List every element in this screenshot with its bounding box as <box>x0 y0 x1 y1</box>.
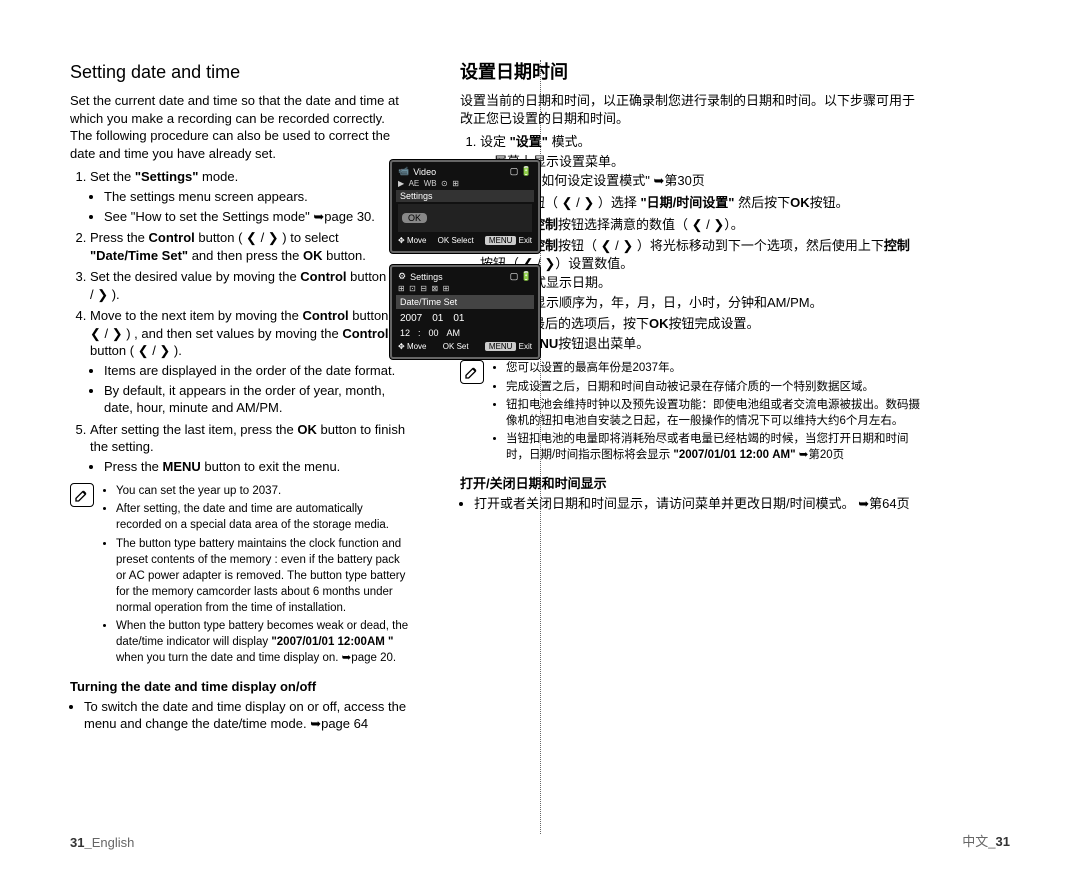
step4: Move to the next item by moving the Cont… <box>90 307 410 416</box>
steps-cn: 设定 "设置" 模式。 屏幕上显示设置菜单。 请参见 "如何设定设置模式" ➥第… <box>480 133 920 352</box>
cn-step2: 按控制按钮（ ❮ / ❯ ）选择 "日期/时间设置" 然后按下OK按钮。 <box>480 194 920 212</box>
step2: Press the Control button ( ❮ / ❯ ) to se… <box>90 229 410 264</box>
cn-step5: 在设定好最后的选项后，按下OK按钮完成设置。 按下MENU按钮退出菜单。 <box>480 315 920 352</box>
step1-sub1: The settings menu screen appears. <box>104 188 410 206</box>
note-box-cn: 您可以设置的最高年份是2037年。 完成设置之后，日期和时间自动被记录在存储介质… <box>460 360 920 465</box>
right-title: 设置日期时间 <box>460 60 920 84</box>
footer-left: 31_English <box>70 835 134 850</box>
right-intro: 设置当前的日期和时间，以正确录制您进行录制的日期和时间。以下步骤可用于改正您已设… <box>460 92 920 127</box>
left-title: Setting date and time <box>70 60 410 84</box>
footer-right: 中文_31 <box>962 831 1010 850</box>
lcd-screenshots: 📹 Video▢ 🔋 ▶ AE WB ⊙ ⊞ Settings OK ✥ Mov… <box>390 160 540 371</box>
pencil-note-icon <box>70 483 94 507</box>
note-box-en: You can set the year up to 2037. After s… <box>70 483 410 668</box>
step5: After setting the last item, press the O… <box>90 421 410 476</box>
subhead-en: Turning the date and time display on/off <box>70 678 410 696</box>
left-intro: Set the current date and time so that th… <box>70 92 410 162</box>
step1: Set the "Settings" mode. The settings me… <box>90 168 410 225</box>
cn-step4: 按动左右控制按钮（ ❮ / ❯ ）将光标移动到下一个选项，然后使用上下控制按钮（… <box>480 237 920 311</box>
column-divider <box>540 60 541 834</box>
step3: Set the desired value by moving the Cont… <box>90 268 410 303</box>
steps-en: Set the "Settings" mode. The settings me… <box>90 168 410 475</box>
lcd-shot-1: 📹 Video▢ 🔋 ▶ AE WB ⊙ ⊞ Settings OK ✥ Mov… <box>390 160 540 253</box>
cn-step1: 设定 "设置" 模式。 屏幕上显示设置菜单。 请参见 "如何设定设置模式" ➥第… <box>480 133 920 190</box>
lcd-shot-2: ⚙ Settings▢ 🔋 ⊞ ⊡ ⊟ ⊠ ⊞ Date/Time Set 20… <box>390 265 540 359</box>
left-column: Setting date and time Set the current da… <box>70 60 410 737</box>
cn-step3: 按动上下控制按钮选择满意的数值（ ❮ / ❯）。 <box>480 216 920 234</box>
step1-sub2: See "How to set the Settings mode" ➥page… <box>104 208 410 226</box>
subhead-cn: 打开/关闭日期和时间显示 <box>460 475 920 493</box>
